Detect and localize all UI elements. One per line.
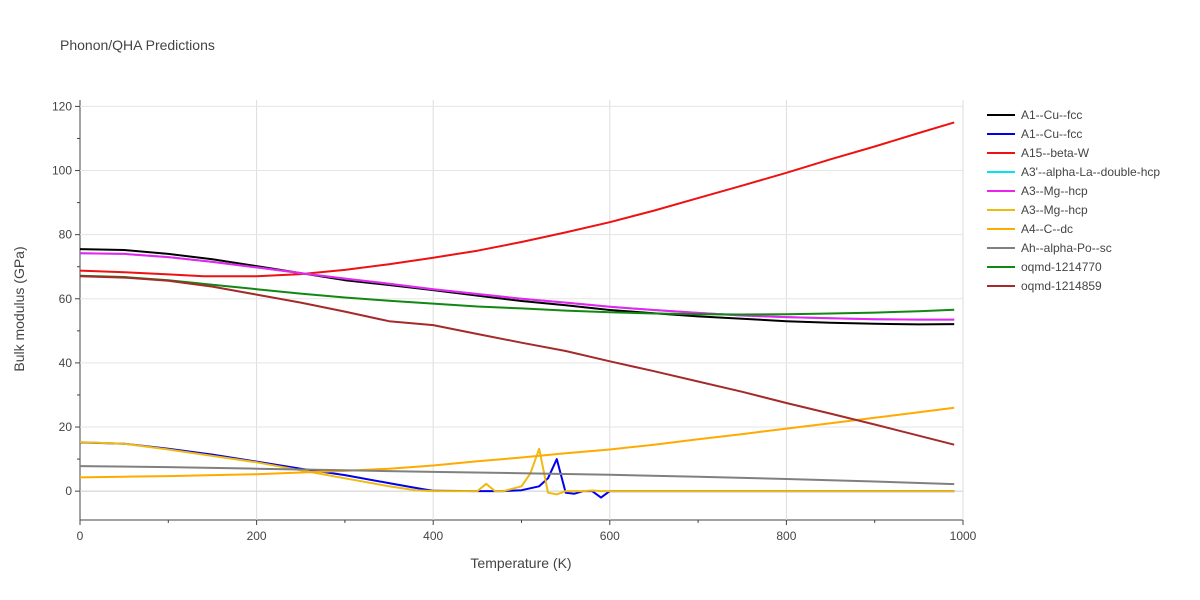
x-tick-label: 800 bbox=[776, 529, 796, 543]
legend-item-10[interactable]: oqmd-1214859 bbox=[1021, 279, 1102, 293]
y-tick-label: 60 bbox=[59, 292, 73, 306]
legend-item-8[interactable]: Ah--alpha-Po--sc bbox=[1021, 241, 1112, 255]
series-line-9 bbox=[79, 274, 955, 316]
y-tick-label: 0 bbox=[65, 484, 72, 498]
series-line-2 bbox=[79, 441, 955, 499]
y-tick-label: 80 bbox=[59, 228, 73, 242]
y-tick-label: 100 bbox=[52, 164, 72, 178]
legend-item-1[interactable]: A1--Cu--fcc bbox=[1021, 108, 1082, 122]
legend-item-3[interactable]: A15--beta-W bbox=[1021, 146, 1090, 160]
series-line-3 bbox=[79, 121, 955, 278]
y-tick-label: 40 bbox=[59, 356, 73, 370]
plot-area bbox=[79, 121, 955, 499]
y-tick-label: 120 bbox=[52, 99, 72, 113]
series-line-6 bbox=[79, 441, 955, 496]
x-axis-title: Temperature (K) bbox=[470, 555, 571, 571]
legend: A1--Cu--fcc A1--Cu--fcc A15--beta-W A3'--al… bbox=[987, 108, 1160, 293]
gridlines bbox=[75, 100, 964, 525]
series-line-5 bbox=[79, 252, 955, 321]
series-line-8 bbox=[79, 465, 955, 486]
legend-item-2[interactable]: A1--Cu--fcc bbox=[1021, 127, 1082, 141]
legend-item-5[interactable]: A3--Mg--hcp bbox=[1021, 184, 1088, 198]
series-line-7 bbox=[79, 406, 955, 479]
y-tick-label: 20 bbox=[59, 420, 73, 434]
legend-item-4[interactable]: A3'--alpha-La--double-hcp bbox=[1021, 165, 1160, 179]
x-tick-label: 200 bbox=[247, 529, 267, 543]
x-tick-label: 600 bbox=[600, 529, 620, 543]
legend-item-9[interactable]: oqmd-1214770 bbox=[1021, 260, 1102, 274]
legend-item-6[interactable]: A3--Mg--hcp bbox=[1021, 203, 1088, 217]
legend-item-7[interactable]: A4--C--dc bbox=[1021, 222, 1073, 236]
series-line-1 bbox=[79, 248, 955, 326]
x-tick-label: 1000 bbox=[950, 529, 977, 543]
y-axis-title: Bulk modulus (GPa) bbox=[11, 246, 27, 371]
chart-title: Phonon/QHA Predictions bbox=[60, 37, 215, 53]
x-tick-label: 400 bbox=[423, 529, 443, 543]
tick-labels: 0 200 400 600 800 1000 0 20 40 60 80 100 120 bbox=[52, 99, 977, 543]
series-line-10 bbox=[79, 275, 955, 446]
x-tick-label: 0 bbox=[77, 529, 84, 543]
